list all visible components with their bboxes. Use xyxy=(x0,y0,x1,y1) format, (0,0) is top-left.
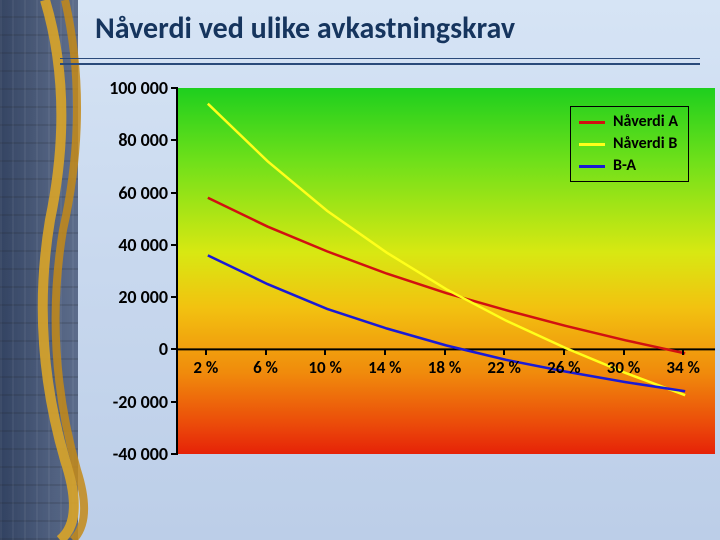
y-tick-mark xyxy=(171,139,178,141)
page-title: Nåverdi ved ulike avkastningskrav xyxy=(95,10,515,47)
legend-swatch xyxy=(579,165,605,168)
legend-row: Nåverdi A xyxy=(579,111,678,133)
x-tick-mark xyxy=(324,349,326,355)
x-tick-label: 18 % xyxy=(428,357,461,378)
legend-swatch xyxy=(579,121,605,124)
x-tick-mark xyxy=(205,349,207,355)
y-tick-label: 20 000 xyxy=(88,286,168,308)
x-tick-label: 26 % xyxy=(547,357,580,378)
y-tick-mark xyxy=(171,296,178,298)
y-tick-label: 80 000 xyxy=(88,129,168,151)
chart-plot-area: Nåverdi ANåverdi BB-A xyxy=(176,88,715,454)
x-tick-label: 2 % xyxy=(193,357,218,378)
legend-label: B-A xyxy=(613,155,636,177)
x-tick-mark xyxy=(444,349,446,355)
x-tick-label: 14 % xyxy=(368,357,401,378)
x-tick-mark xyxy=(623,349,625,355)
legend-label: Nåverdi B xyxy=(613,133,677,155)
x-tick-mark xyxy=(563,349,565,355)
legend-row: B-A xyxy=(579,155,678,177)
title-underline xyxy=(60,58,700,65)
x-tick-label: 10 % xyxy=(308,357,341,378)
y-tick-mark xyxy=(171,87,178,89)
y-tick-mark xyxy=(171,244,178,246)
slide-root: Nåverdi ved ulike avkastningskrav Nåverd… xyxy=(0,0,720,540)
x-tick-label: 22 % xyxy=(487,357,520,378)
x-tick-mark xyxy=(384,349,386,355)
x-tick-mark xyxy=(503,349,505,355)
x-tick-mark xyxy=(265,349,267,355)
x-tick-mark xyxy=(682,349,684,355)
x-tick-label: 6 % xyxy=(253,357,278,378)
y-tick-mark xyxy=(171,401,178,403)
chart-legend: Nåverdi ANåverdi BB-A xyxy=(570,106,689,182)
y-tick-label: 40 000 xyxy=(88,234,168,256)
y-tick-label: 0 xyxy=(88,338,168,360)
legend-row: Nåverdi B xyxy=(579,133,678,155)
x-tick-label: 30 % xyxy=(607,357,640,378)
series-line xyxy=(208,198,685,354)
legend-label: Nåverdi A xyxy=(613,111,678,133)
x-tick-label: 34 % xyxy=(666,357,699,378)
y-tick-mark xyxy=(171,348,178,350)
legend-swatch xyxy=(579,143,605,146)
y-tick-mark xyxy=(171,453,178,455)
y-tick-label: 60 000 xyxy=(88,182,168,204)
decorative-buildings xyxy=(0,0,78,540)
y-tick-mark xyxy=(171,192,178,194)
y-tick-label: 100 000 xyxy=(88,77,168,99)
chart-container: Nåverdi ANåverdi BB-A -40 000 -20 000 0 20 … xyxy=(88,88,713,528)
y-tick-label: -20 000 xyxy=(88,391,168,413)
y-tick-label: -40 000 xyxy=(88,443,168,465)
